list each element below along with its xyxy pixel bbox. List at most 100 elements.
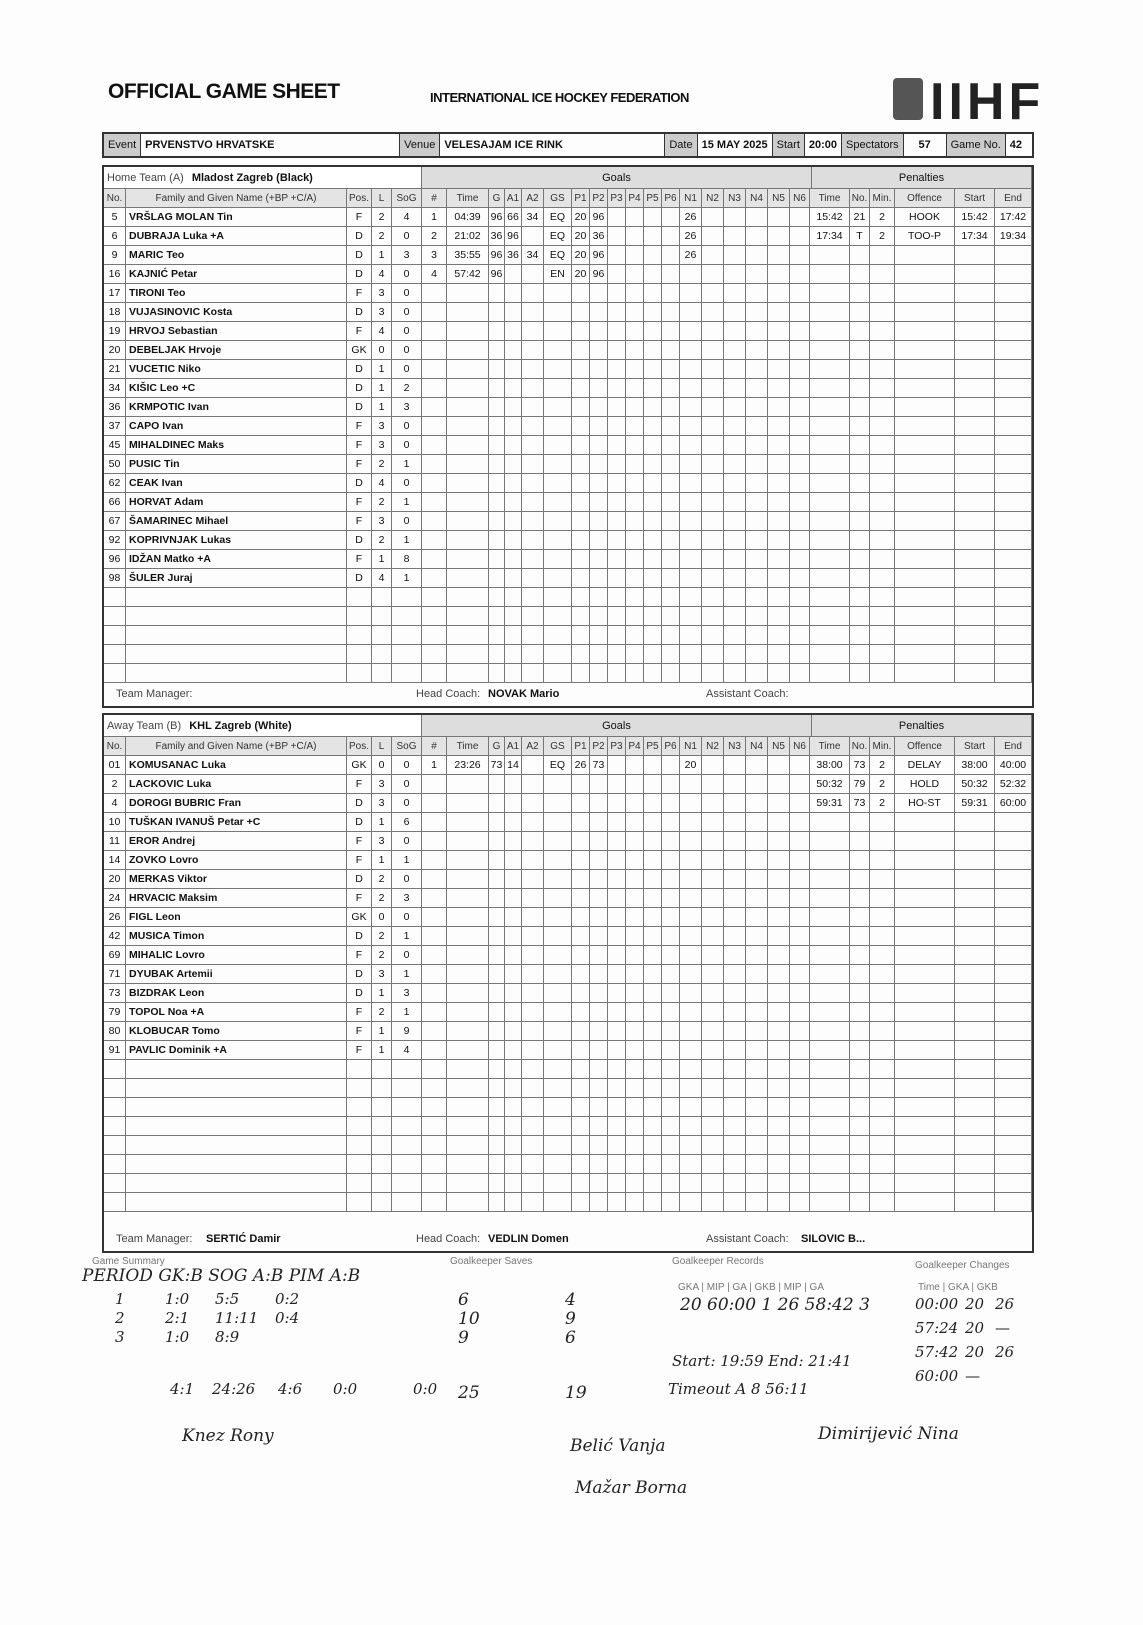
penalty-cell [870,1136,895,1154]
goal-cell [590,531,608,549]
player-cell: 2 [372,493,392,511]
player-cell: MUSICA Timon [126,927,347,945]
goal-cell [746,1136,768,1154]
goal-cell [662,360,680,378]
player-cell: F [347,946,372,964]
goal-cell [422,303,447,321]
player-cell: MIHALIC Lovro [126,946,347,964]
table-row: 6 DUBRAJA Luka +A D 2 0 2 21:02 36 96 EQ 20 36 26 17:… [104,227,1032,246]
penalty-cell [955,1136,995,1154]
penalty-cell [810,984,850,1002]
penalty-cell [810,813,850,831]
goal-cell [447,1136,489,1154]
goal-cell [724,984,746,1002]
table-row [104,1155,1032,1174]
goal-cell [544,1193,572,1211]
goal-cell [590,322,608,340]
table-row: 91 PAVLIC Dominik +A F 1 4 [104,1041,1032,1060]
goal-cell [662,946,680,964]
goal-cell [702,1117,724,1135]
player-cell: 0 [392,265,422,283]
player-cell: 1 [392,965,422,983]
goal-cell [505,607,522,625]
goal-cell [522,664,544,682]
goal-cell [544,398,572,416]
goal-cell [572,1155,590,1173]
goal-cell [522,1136,544,1154]
goal-cell [489,794,505,812]
goal-cell [790,1041,810,1059]
goal-cell [544,1003,572,1021]
player-cell: 21 [104,360,126,378]
goal-cell [790,436,810,454]
goal-cell [746,341,768,359]
penalty-cell [895,1041,955,1059]
penalty-cell [995,889,1032,907]
penalty-cell [870,645,895,663]
player-cell: 1 [372,984,392,1002]
penalty-cell [870,984,895,1002]
goal-cell [768,1003,790,1021]
goal-cell [489,927,505,945]
goal-cell [522,227,544,245]
penalty-cell: 79 [850,775,870,793]
goal-cell [644,965,662,983]
goal-cell: 20 [572,227,590,245]
player-cell: 1 [392,531,422,549]
goal-cell [590,946,608,964]
summary-period-cell: 0:4 [275,1309,300,1327]
penalty-cell [850,531,870,549]
goal-cell [522,889,544,907]
goal-cell [544,341,572,359]
goal-cell [590,1136,608,1154]
goal-cell [702,756,724,774]
player-cell: F [347,1003,372,1021]
goal-cell [422,664,447,682]
goal-cell [608,1136,626,1154]
goal-cell [608,794,626,812]
table-row: 20 DEBELJAK Hrvoje GK 0 0 [104,341,1032,360]
goal-cell [680,664,702,682]
penalty-cell [955,246,995,264]
penalty-cell [850,417,870,435]
summary-period-cell: 2 [115,1309,125,1327]
goal-cell [702,588,724,606]
goal-cell [447,550,489,568]
goal-cell [489,550,505,568]
player-cell: 0 [392,322,422,340]
goal-cell [746,965,768,983]
goal-cell [790,550,810,568]
table-row: 92 KOPRIVNJAK Lukas D 2 1 [104,531,1032,550]
goal-cell [608,246,626,264]
player-cell: CAPO Ivan [126,417,347,435]
goal-cell [522,1060,544,1078]
goal-cell [422,607,447,625]
goal-cell [724,1098,746,1116]
goal-cell [590,512,608,530]
player-cell: HRVACIC Maksim [126,889,347,907]
penalty-cell [895,1022,955,1040]
goal-cell [768,1022,790,1040]
goal-cell [790,927,810,945]
penalty-cell [955,1079,995,1097]
table-row: 96 IDŽAN Matko +A F 1 8 [104,550,1032,569]
table-row: 01 KOMUSANAC Luka GK 0 0 1 23:26 73 14 EQ 26 73 20 38… [104,756,1032,775]
player-cell [104,645,126,663]
goal-cell [489,1155,505,1173]
penalty-cell [895,531,955,549]
penalty-cell [810,1155,850,1173]
player-cell [347,1155,372,1173]
goal-cell: Time [447,737,489,755]
table-row [104,626,1032,645]
player-cell [126,1060,347,1078]
goal-cell: P6 [662,737,680,755]
penalty-cell [810,889,850,907]
goal-cell [447,870,489,888]
player-cell [347,1193,372,1211]
goal-cell [790,813,810,831]
goal-cell: GS [544,189,572,207]
goal-cell [626,227,644,245]
goal-cell [522,927,544,945]
penalty-cell [955,417,995,435]
goal-cell [608,341,626,359]
